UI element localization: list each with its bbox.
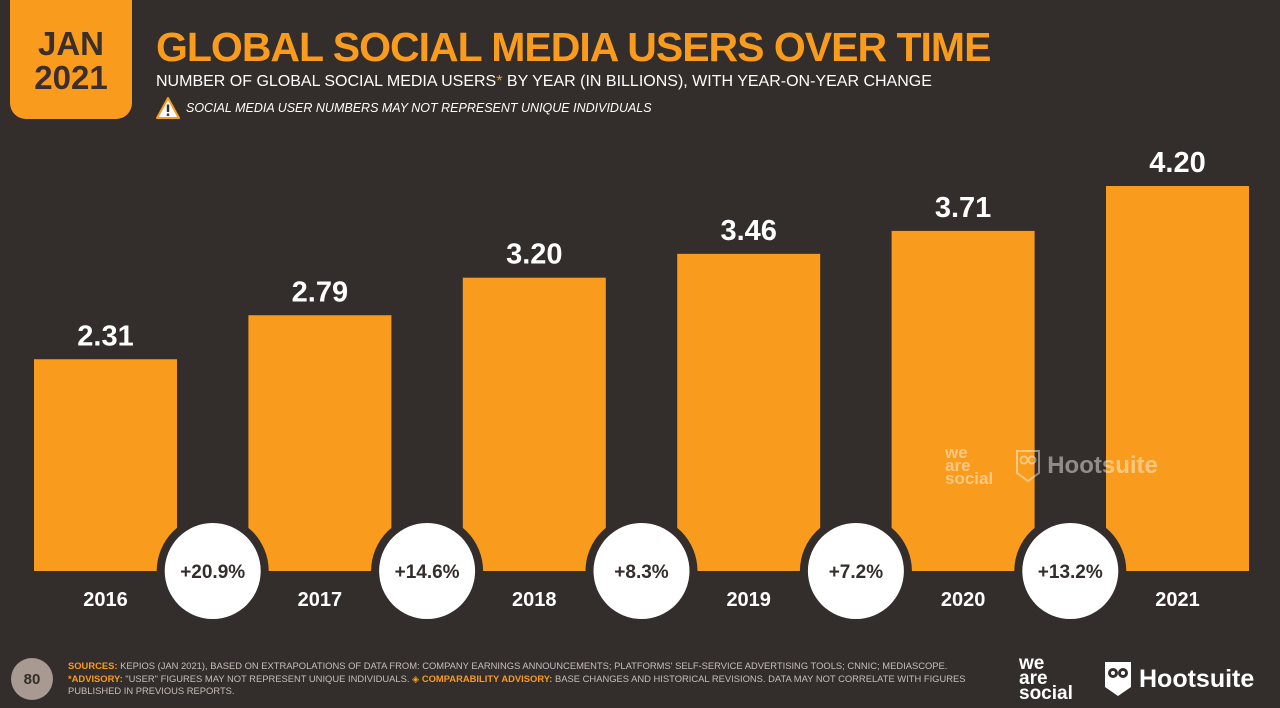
category-label-2017: 2017	[298, 589, 343, 611]
hootsuite-logo: Hootsuite	[1103, 660, 1254, 698]
chart-subtitle: NUMBER OF GLOBAL SOCIAL MEDIA USERS* BY …	[156, 73, 932, 91]
comparability-text: BASE CHANGES AND HISTORICAL REVISIONS. D…	[68, 672, 966, 697]
yoy-change-label-1: +14.6%	[395, 562, 460, 583]
footer-sources: SOURCES: KEPIOS (JAN 2021), BASED ON EXT…	[68, 660, 1003, 698]
bar-2016	[34, 359, 177, 571]
bar-2018	[462, 277, 606, 571]
watermark-social: social	[945, 469, 994, 488]
advisory-label: *ADVISORY:	[68, 672, 123, 684]
category-label-2018: 2018	[512, 589, 557, 611]
category-label-2019: 2019	[726, 589, 771, 611]
watermark-hootsuite: Hootsuite	[1015, 449, 1158, 483]
hootsuite-logo-text: Hootsuite	[1139, 664, 1255, 693]
sources-text: KEPIOS (JAN 2021), BASED ON EXTRAPOLATIO…	[117, 660, 948, 671]
watermark-hootsuite-text: Hootsuite	[1047, 451, 1158, 479]
yoy-change-label-4: +13.2%	[1038, 562, 1103, 583]
bar-2020	[891, 230, 1035, 571]
page-title: GLOBAL SOCIAL MEDIA USERS OVER TIME	[156, 24, 991, 70]
hootsuite-owl-icon	[1105, 662, 1131, 696]
yoy-circle-2	[593, 523, 690, 619]
subtitle-main: NUMBER OF GLOBAL SOCIAL MEDIA USERS	[156, 73, 497, 90]
watermark-we: we	[945, 443, 968, 462]
subtitle-star: *	[496, 73, 503, 90]
subtitle-rest: BY YEAR (IN BILLIONS), WITH YEAR-ON-YEAR…	[502, 73, 932, 90]
yoy-circle-0	[164, 523, 261, 619]
yoy-circle-1	[379, 523, 476, 619]
value-label-2018: 3.20	[506, 239, 562, 271]
warning-icon	[156, 97, 180, 119]
value-label-2020: 3.71	[935, 192, 991, 224]
yoy-change-label-0: +20.9%	[180, 562, 245, 583]
logo-are: are	[1019, 668, 1048, 689]
wearesocial-logo: we are social	[1019, 653, 1073, 704]
watermark: we are social Hootsuite	[945, 443, 1158, 488]
value-label-2016: 2.31	[77, 320, 133, 352]
category-label-2016: 2016	[83, 589, 128, 611]
logo-we: we	[1019, 653, 1045, 674]
watermark-wearesocial: we are social	[945, 443, 994, 488]
badge-month: JAN	[37, 24, 105, 62]
yoy-change-label-3: +7.2%	[829, 562, 884, 583]
value-label-2019: 3.46	[720, 215, 776, 247]
comparability-label: ◈ COMPARABILITY ADVISORY:	[409, 672, 553, 684]
category-label-2020: 2020	[941, 589, 986, 611]
warning-note: SOCIAL MEDIA USER NUMBERS MAY NOT REPRES…	[156, 97, 652, 119]
badge-year: 2021	[34, 58, 108, 96]
sources-label: SOURCES:	[68, 660, 118, 671]
bar-2017	[248, 315, 392, 571]
yoy-circle-4	[1022, 523, 1119, 619]
yoy-circle-3	[807, 523, 904, 619]
warning-text: SOCIAL MEDIA USER NUMBERS MAY NOT REPRES…	[186, 101, 652, 115]
value-label-2017: 2.79	[292, 276, 348, 308]
date-badge: JAN 2021	[10, 0, 132, 119]
bar-2021	[1106, 186, 1249, 571]
logo-social: social	[1019, 683, 1073, 704]
value-label-2021: 4.20	[1149, 147, 1205, 179]
yoy-change-label-2: +8.3%	[614, 562, 669, 583]
watermark-are: are	[945, 456, 971, 475]
owl-icon	[1016, 449, 1041, 482]
page-number: 80	[11, 658, 53, 700]
bar-2019	[677, 253, 821, 572]
advisory-text: "USER" FIGURES MAY NOT REPRESENT UNIQUE …	[122, 672, 410, 684]
category-label-2021: 2021	[1155, 589, 1200, 611]
